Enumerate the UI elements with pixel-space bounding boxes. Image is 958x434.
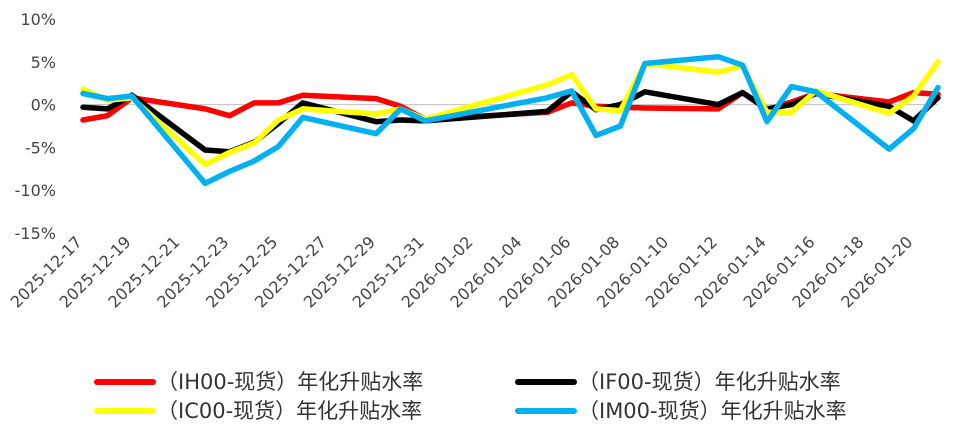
legend-label: （IF00-现货）年化升贴水率: [578, 370, 841, 394]
series-lines: [80, 53, 941, 187]
y-tick-label: -10%: [15, 181, 56, 200]
legend-label: （IC00-现货）年化升贴水率: [157, 399, 422, 423]
legend-label: （IH00-现货）年化升贴水率: [157, 370, 423, 394]
y-axis-ticks: 10% 5% 0% -5% -10% -15%: [15, 10, 56, 243]
y-tick-label: 0%: [31, 96, 56, 115]
y-tick-label: 5%: [31, 53, 56, 72]
y-tick-label: -5%: [25, 138, 56, 157]
y-tick-label: 10%: [20, 10, 56, 29]
legend-label: （IM00-现货）年化升贴水率: [578, 399, 847, 423]
legend: （IH00-现货）年化升贴水率 （IF00-现货）年化升贴水率 （IC00-现货）年…: [94, 370, 847, 423]
series-line-4: [80, 53, 941, 187]
x-axis-ticks: 2025-12-172025-12-192025-12-212025-12-23…: [7, 232, 917, 311]
series-line-3: [80, 59, 941, 168]
y-tick-label: -15%: [15, 224, 56, 243]
series-line-2: [80, 89, 941, 155]
